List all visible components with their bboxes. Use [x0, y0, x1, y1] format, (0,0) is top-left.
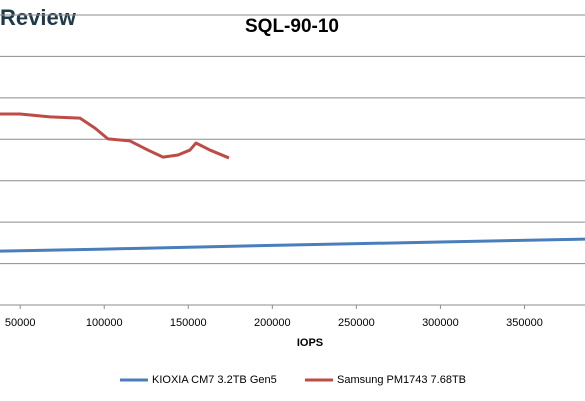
brand-logo: Review	[0, 5, 77, 30]
x-tick-label: 350000	[506, 317, 543, 329]
x-tick-label: 150000	[170, 317, 207, 329]
x-tick-label: 300000	[422, 317, 459, 329]
series-line	[0, 237, 585, 253]
x-tick-label: 100000	[86, 317, 123, 329]
series-line	[0, 112, 230, 160]
x-tick-label: 200000	[254, 317, 291, 329]
legend-label: Samsung PM1743 7.68TB	[337, 374, 466, 386]
x-tick-label: 250000	[338, 317, 375, 329]
chart-title: SQL-90-10	[245, 16, 339, 37]
x-tick-label: 50000	[5, 317, 36, 329]
legend-label: KIOXIA CM7 3.2TB Gen5	[152, 374, 277, 386]
x-axis-label: IOPS	[297, 337, 323, 349]
